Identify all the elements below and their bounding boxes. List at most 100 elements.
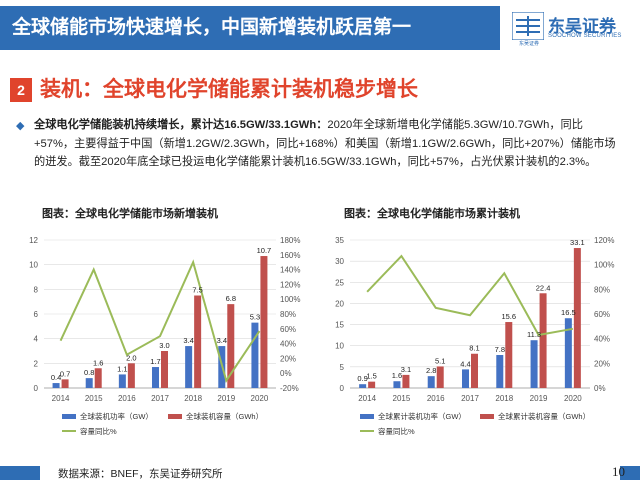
x-tick-label: 2017 bbox=[151, 394, 169, 403]
logo-badge-label: 东吴证券 bbox=[518, 41, 539, 47]
left-tick-label: 30 bbox=[335, 257, 344, 266]
left-tick-label: 25 bbox=[335, 278, 344, 287]
bar-power bbox=[530, 340, 538, 388]
bar-capacity bbox=[539, 293, 547, 388]
section-title: 装机：全球电化学储能累计装机稳步增长 bbox=[40, 78, 418, 101]
left-tick-label: 10 bbox=[335, 342, 344, 351]
bar-power-label: 1.6 bbox=[392, 371, 402, 380]
right-tick-label: -20% bbox=[280, 384, 299, 393]
bar-power-label: 0.9 bbox=[357, 374, 367, 383]
x-tick-label: 2014 bbox=[358, 394, 376, 403]
right-tick-label: 140% bbox=[280, 266, 300, 275]
legend-swatch-capacity bbox=[480, 414, 494, 419]
bar-capacity-label: 10.7 bbox=[257, 246, 272, 255]
bar-capacity bbox=[127, 363, 135, 388]
bar-capacity-label: 33.1 bbox=[570, 238, 585, 247]
bar-power-label: 1.1 bbox=[117, 364, 127, 373]
bar-power-label: 3.4 bbox=[183, 336, 193, 345]
bar-power bbox=[359, 384, 367, 388]
x-tick-label: 2019 bbox=[530, 394, 548, 403]
x-tick-label: 2014 bbox=[52, 394, 70, 403]
right-tick-label: 120% bbox=[280, 280, 300, 289]
left-tick-label: 5 bbox=[340, 363, 345, 372]
left-tick-label: 15 bbox=[335, 321, 344, 330]
bar-capacity bbox=[436, 366, 444, 388]
bar-capacity-label: 3.0 bbox=[159, 341, 169, 350]
chart1-title: 图表：全球电化学储能市场新增装机 bbox=[42, 208, 218, 220]
right-tick-label: 20% bbox=[594, 359, 610, 368]
bar-capacity-label: 15.6 bbox=[501, 312, 516, 321]
legend-swatch-power bbox=[360, 414, 374, 419]
bar-power-label: 11.3 bbox=[527, 330, 541, 339]
bar-capacity-label: 0.7 bbox=[60, 369, 70, 378]
logo-subtitle: SOOCHOW SECURITIES bbox=[548, 33, 622, 39]
legend-label-yoy: 容量同比% bbox=[378, 426, 415, 436]
bar-capacity bbox=[505, 322, 513, 388]
left-tick-label: 0 bbox=[34, 384, 39, 393]
x-tick-label: 2020 bbox=[251, 394, 269, 403]
bar-capacity bbox=[161, 351, 168, 388]
section-number: 2 bbox=[10, 78, 32, 102]
bar-power-label: 5.3 bbox=[250, 313, 260, 322]
bar-capacity-label: 22.4 bbox=[536, 283, 551, 292]
bar-capacity-label: 8.1 bbox=[469, 344, 479, 353]
x-tick-label: 2019 bbox=[217, 394, 235, 403]
left-tick-label: 0 bbox=[340, 384, 345, 393]
bar-power-label: 16.5 bbox=[561, 308, 576, 317]
left-tick-label: 8 bbox=[34, 285, 39, 294]
bar-power bbox=[185, 346, 193, 388]
bar-capacity bbox=[94, 368, 102, 388]
legend-swatch-capacity bbox=[168, 414, 182, 419]
left-tick-label: 20 bbox=[335, 299, 344, 308]
footer-band bbox=[40, 463, 620, 480]
bar-power bbox=[118, 374, 126, 388]
legend-label-power: 全球装机功率（GW） bbox=[80, 411, 153, 421]
right-tick-label: 100% bbox=[280, 295, 300, 304]
bar-power bbox=[393, 381, 401, 388]
chart2-cumulative-installations: 0 5 10 15 20 25 30 35 0% 20% 40% 60% 80% 100% 120% 2014… bbox=[335, 236, 614, 436]
x-tick-label: 2017 bbox=[461, 394, 479, 403]
chart1-new-installations: 0 2 4 6 8 10 12 -20% 0% 20% 40% 60% 80% 100% 120% 140% 1… bbox=[29, 236, 300, 436]
bar-power-label: 0.8 bbox=[84, 368, 94, 377]
legend-label-yoy: 容量同比% bbox=[80, 426, 117, 436]
right-tick-label: 20% bbox=[280, 354, 296, 363]
top-bar: 全球储能市场快速增长，中国新增装机跃居第一 东吴证券 东吴证券 SOOCHOW … bbox=[0, 0, 640, 58]
left-tick-label: 6 bbox=[34, 310, 39, 319]
legend-label-capacity: 全球装机容量（GWh） bbox=[186, 411, 263, 421]
bar-power bbox=[251, 322, 259, 388]
company-logo: 东吴证券 东吴证券 SOOCHOW SECURITIES bbox=[512, 10, 632, 48]
left-tick-label: 12 bbox=[29, 236, 38, 245]
line-yoy bbox=[366, 254, 574, 337]
bar-capacity bbox=[194, 295, 202, 388]
left-tick-label: 10 bbox=[29, 261, 38, 270]
legend-swatch-power bbox=[62, 414, 76, 419]
bar-capacity-label: 3.1 bbox=[401, 365, 411, 374]
x-tick-label: 2018 bbox=[495, 394, 513, 403]
bar-power bbox=[564, 318, 572, 388]
bar-power-label: 2.8 bbox=[426, 366, 436, 375]
chart2-title: 图表：全球电化学储能市场累计装机 bbox=[344, 208, 520, 220]
right-tick-label: 0% bbox=[280, 369, 292, 378]
legend-label-capacity: 全球累计装机容量（GWh） bbox=[498, 411, 590, 421]
x-tick-label: 2016 bbox=[427, 394, 445, 403]
x-tick-label: 2015 bbox=[85, 394, 103, 403]
bar-capacity-label: 6.8 bbox=[226, 294, 236, 303]
right-tick-label: 160% bbox=[280, 251, 300, 260]
legend-label-power: 全球累计装机功率（GW） bbox=[378, 411, 466, 421]
bar-power bbox=[462, 369, 469, 388]
left-tick-label: 35 bbox=[335, 236, 344, 245]
bar-capacity bbox=[227, 304, 235, 388]
right-tick-label: 40% bbox=[594, 335, 610, 344]
bullet-bold: 全球电化学储能装机持续增长，累计达16.5GW/33.1GWh： bbox=[34, 119, 328, 131]
right-tick-label: 100% bbox=[594, 261, 614, 270]
left-tick-label: 4 bbox=[34, 335, 39, 344]
x-tick-label: 2018 bbox=[184, 394, 202, 403]
x-tick-label: 2015 bbox=[393, 394, 411, 403]
bar-capacity-label: 1.5 bbox=[366, 372, 376, 381]
bar-capacity bbox=[61, 379, 69, 388]
x-tick-label: 2016 bbox=[118, 394, 136, 403]
right-tick-label: 60% bbox=[594, 310, 610, 319]
bar-capacity bbox=[573, 248, 581, 388]
bar-power-label: 7.8 bbox=[495, 345, 505, 354]
bar-power-label: 1.7 bbox=[150, 357, 160, 366]
